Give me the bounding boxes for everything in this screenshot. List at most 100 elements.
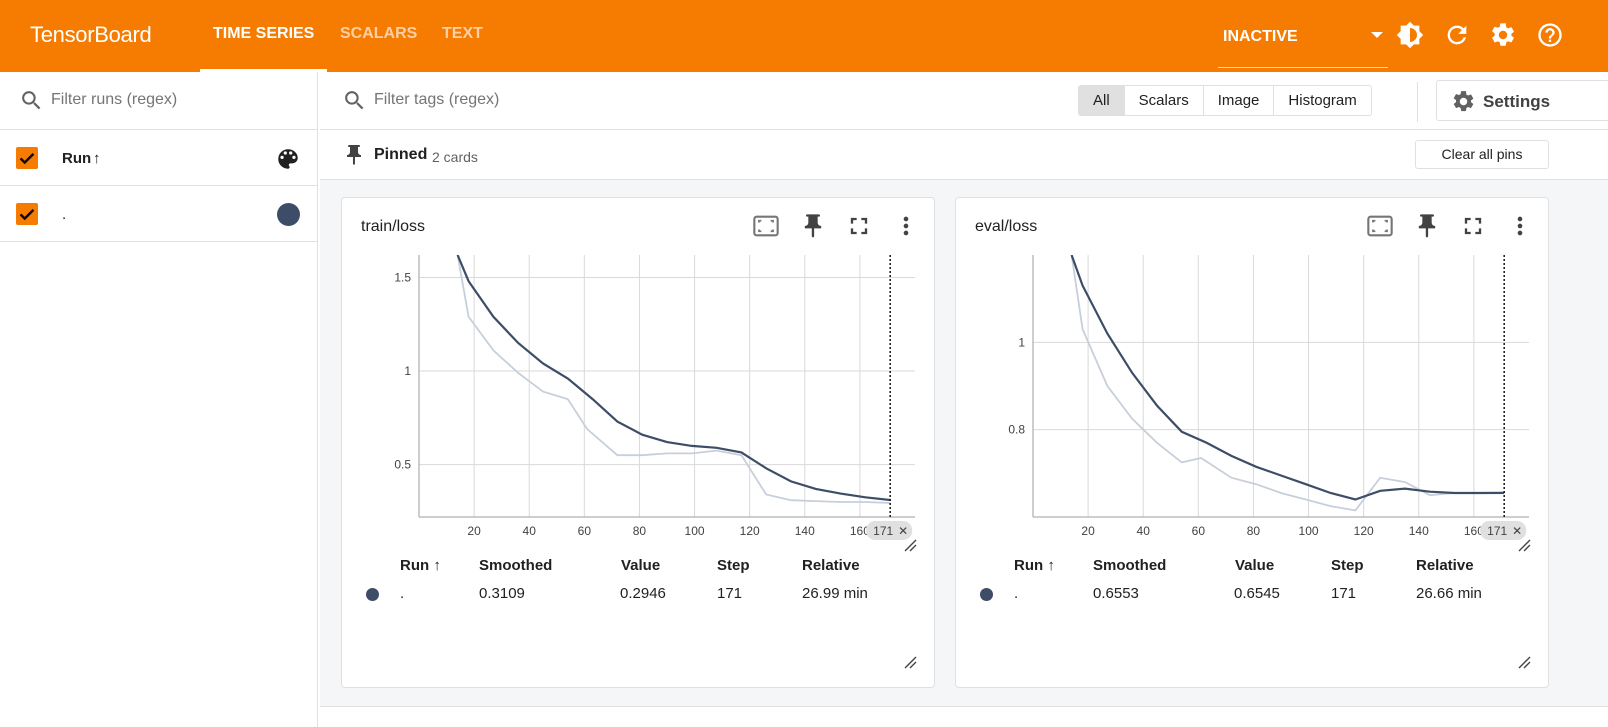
- col-run[interactable]: Run ↑: [1014, 557, 1055, 574]
- settings-icon[interactable]: [1489, 21, 1517, 49]
- more-vert-icon[interactable]: [1506, 212, 1534, 240]
- search-icon: [22, 91, 41, 110]
- fit-domain-icon[interactable]: [1366, 212, 1394, 240]
- top-app-bar: TensorBoard TIME SERIES SCALARS TEXT INA…: [0, 0, 1608, 72]
- series-group: [456, 255, 891, 504]
- close-icon[interactable]: ✕: [1512, 524, 1522, 538]
- dark-mode-icon[interactable]: [1396, 21, 1424, 49]
- card-title: train/loss: [361, 218, 426, 235]
- settings-label: Settings: [1483, 92, 1551, 111]
- fullscreen-icon[interactable]: [845, 212, 873, 240]
- smoothed-series-line: [1070, 255, 1505, 501]
- y-tick-label: 0.8: [1008, 423, 1025, 437]
- resize-handle-icon[interactable]: [1517, 655, 1531, 669]
- select-all-checkbox[interactable]: [16, 147, 38, 169]
- col-relative[interactable]: Relative: [1416, 557, 1474, 574]
- y-tick-label: 1.5: [394, 270, 411, 284]
- step-cursor-chip: [866, 521, 913, 540]
- resize-handle-icon[interactable]: [1517, 538, 1531, 552]
- run-color-dot: [366, 588, 379, 601]
- raw-series-line: [1070, 255, 1505, 512]
- reload-status-label: INACTIVE: [1223, 28, 1298, 45]
- x-tick-label: 80: [633, 524, 647, 538]
- clear-all-pins-button[interactable]: Clear all pins: [1415, 140, 1549, 169]
- cell-step: 171: [1331, 585, 1357, 602]
- run-name: .: [62, 206, 67, 223]
- step-cursor-chip: [1480, 521, 1527, 540]
- chevron-down-icon: [1371, 32, 1383, 38]
- x-tick-label: 60: [1192, 524, 1206, 538]
- resize-handle-icon[interactable]: [903, 538, 917, 552]
- col-relative[interactable]: Relative: [802, 557, 860, 574]
- tab-time-series[interactable]: TIME SERIES: [213, 25, 315, 42]
- col-step[interactable]: Step: [717, 557, 750, 574]
- x-tick-label: 100: [1299, 524, 1319, 538]
- raw-series-line: [456, 255, 891, 504]
- step-cursor-label: 171: [1487, 524, 1507, 538]
- tab-scalars[interactable]: SCALARS: [340, 25, 418, 42]
- fullscreen-icon[interactable]: [1459, 212, 1487, 240]
- cell-relative: 26.99 min: [802, 585, 868, 602]
- refresh-icon[interactable]: [1443, 21, 1471, 49]
- checkmark-icon: [19, 153, 35, 165]
- series-group: [1070, 255, 1505, 512]
- y-tick-label: 1: [1018, 335, 1025, 349]
- close-icon[interactable]: ✕: [898, 524, 908, 538]
- run-color-swatch[interactable]: [277, 203, 300, 226]
- x-tick-label: 160: [850, 524, 870, 538]
- x-tick-label: 20: [467, 524, 481, 538]
- toolbar-divider: [1417, 82, 1418, 122]
- filter-scalars-button[interactable]: Scalars: [1125, 86, 1204, 115]
- reload-status-select[interactable]: INACTIVE: [1218, 8, 1388, 68]
- cell-relative: 26.66 min: [1416, 585, 1482, 602]
- more-vert-icon[interactable]: [892, 212, 920, 240]
- cell-smoothed: 0.3109: [479, 585, 525, 602]
- filter-toolbar: Filter tags (regex) All Scalars Image Hi…: [320, 72, 1608, 130]
- run-column-header[interactable]: Run: [62, 150, 92, 167]
- type-filter-group: All Scalars Image Histogram: [1078, 85, 1372, 116]
- col-step[interactable]: Step: [1331, 557, 1364, 574]
- filter-image-button[interactable]: Image: [1204, 86, 1275, 115]
- pinned-title: Pinned: [374, 146, 428, 163]
- fit-domain-icon[interactable]: [752, 212, 780, 240]
- filter-runs-input[interactable]: Filter runs (regex): [0, 72, 318, 130]
- checkmark-icon: [19, 209, 35, 221]
- cell-run: .: [1014, 585, 1019, 602]
- run-checkbox[interactable]: [16, 203, 38, 225]
- col-smoothed[interactable]: Smoothed: [1093, 557, 1167, 574]
- line-chart[interactable]: 20 40 60 80 100 120 140 160 0.8 1 171 ✕: [956, 248, 1550, 558]
- runs-sidebar: Filter runs (regex) Run ↑ .: [0, 72, 318, 727]
- col-smoothed[interactable]: Smoothed: [479, 557, 553, 574]
- runs-table-header: Run ↑: [0, 130, 318, 186]
- step-cursor-label: 171: [873, 524, 893, 538]
- settings-button[interactable]: Settings: [1436, 80, 1608, 121]
- tab-text[interactable]: TEXT: [442, 25, 483, 42]
- x-tick-label: 120: [1354, 524, 1374, 538]
- filter-histogram-button[interactable]: Histogram: [1288, 92, 1357, 109]
- x-tick-label: 40: [523, 524, 537, 538]
- x-tick-label: 80: [1247, 524, 1261, 538]
- pinned-section-header: Pinned 2 cards Clear all pins: [320, 130, 1608, 180]
- palette-icon[interactable]: [275, 146, 301, 172]
- filter-tags-input[interactable]: Filter tags (regex): [374, 91, 500, 108]
- pin-icon: [347, 145, 361, 165]
- filter-all-button[interactable]: All: [1079, 86, 1125, 115]
- col-run[interactable]: Run ↑: [400, 557, 441, 574]
- filter-runs-placeholder: Filter runs (regex): [51, 91, 178, 108]
- col-value[interactable]: Value: [1235, 557, 1275, 574]
- scalar-card: eval/loss 20 40 60 80 100 120 140 160 0.8 1 171 ✕ R…: [955, 197, 1549, 688]
- line-chart[interactable]: 20 40 60 80 100 120 140 160 0.5 1 1.5 171 ✕: [342, 248, 936, 558]
- help-icon[interactable]: [1536, 21, 1564, 49]
- col-value[interactable]: Value: [621, 557, 661, 574]
- cell-smoothed: 0.6553: [1093, 585, 1139, 602]
- x-tick-label: 120: [740, 524, 760, 538]
- pin-icon[interactable]: [799, 212, 827, 240]
- pin-icon[interactable]: [1413, 212, 1441, 240]
- cell-run: .: [400, 585, 405, 602]
- x-tick-label: 100: [685, 524, 705, 538]
- next-section-edge: [320, 706, 1608, 727]
- resize-handle-icon[interactable]: [903, 655, 917, 669]
- x-tick-label: 60: [578, 524, 592, 538]
- brand-title: TensorBoard: [30, 22, 152, 47]
- run-row: .: [0, 186, 318, 242]
